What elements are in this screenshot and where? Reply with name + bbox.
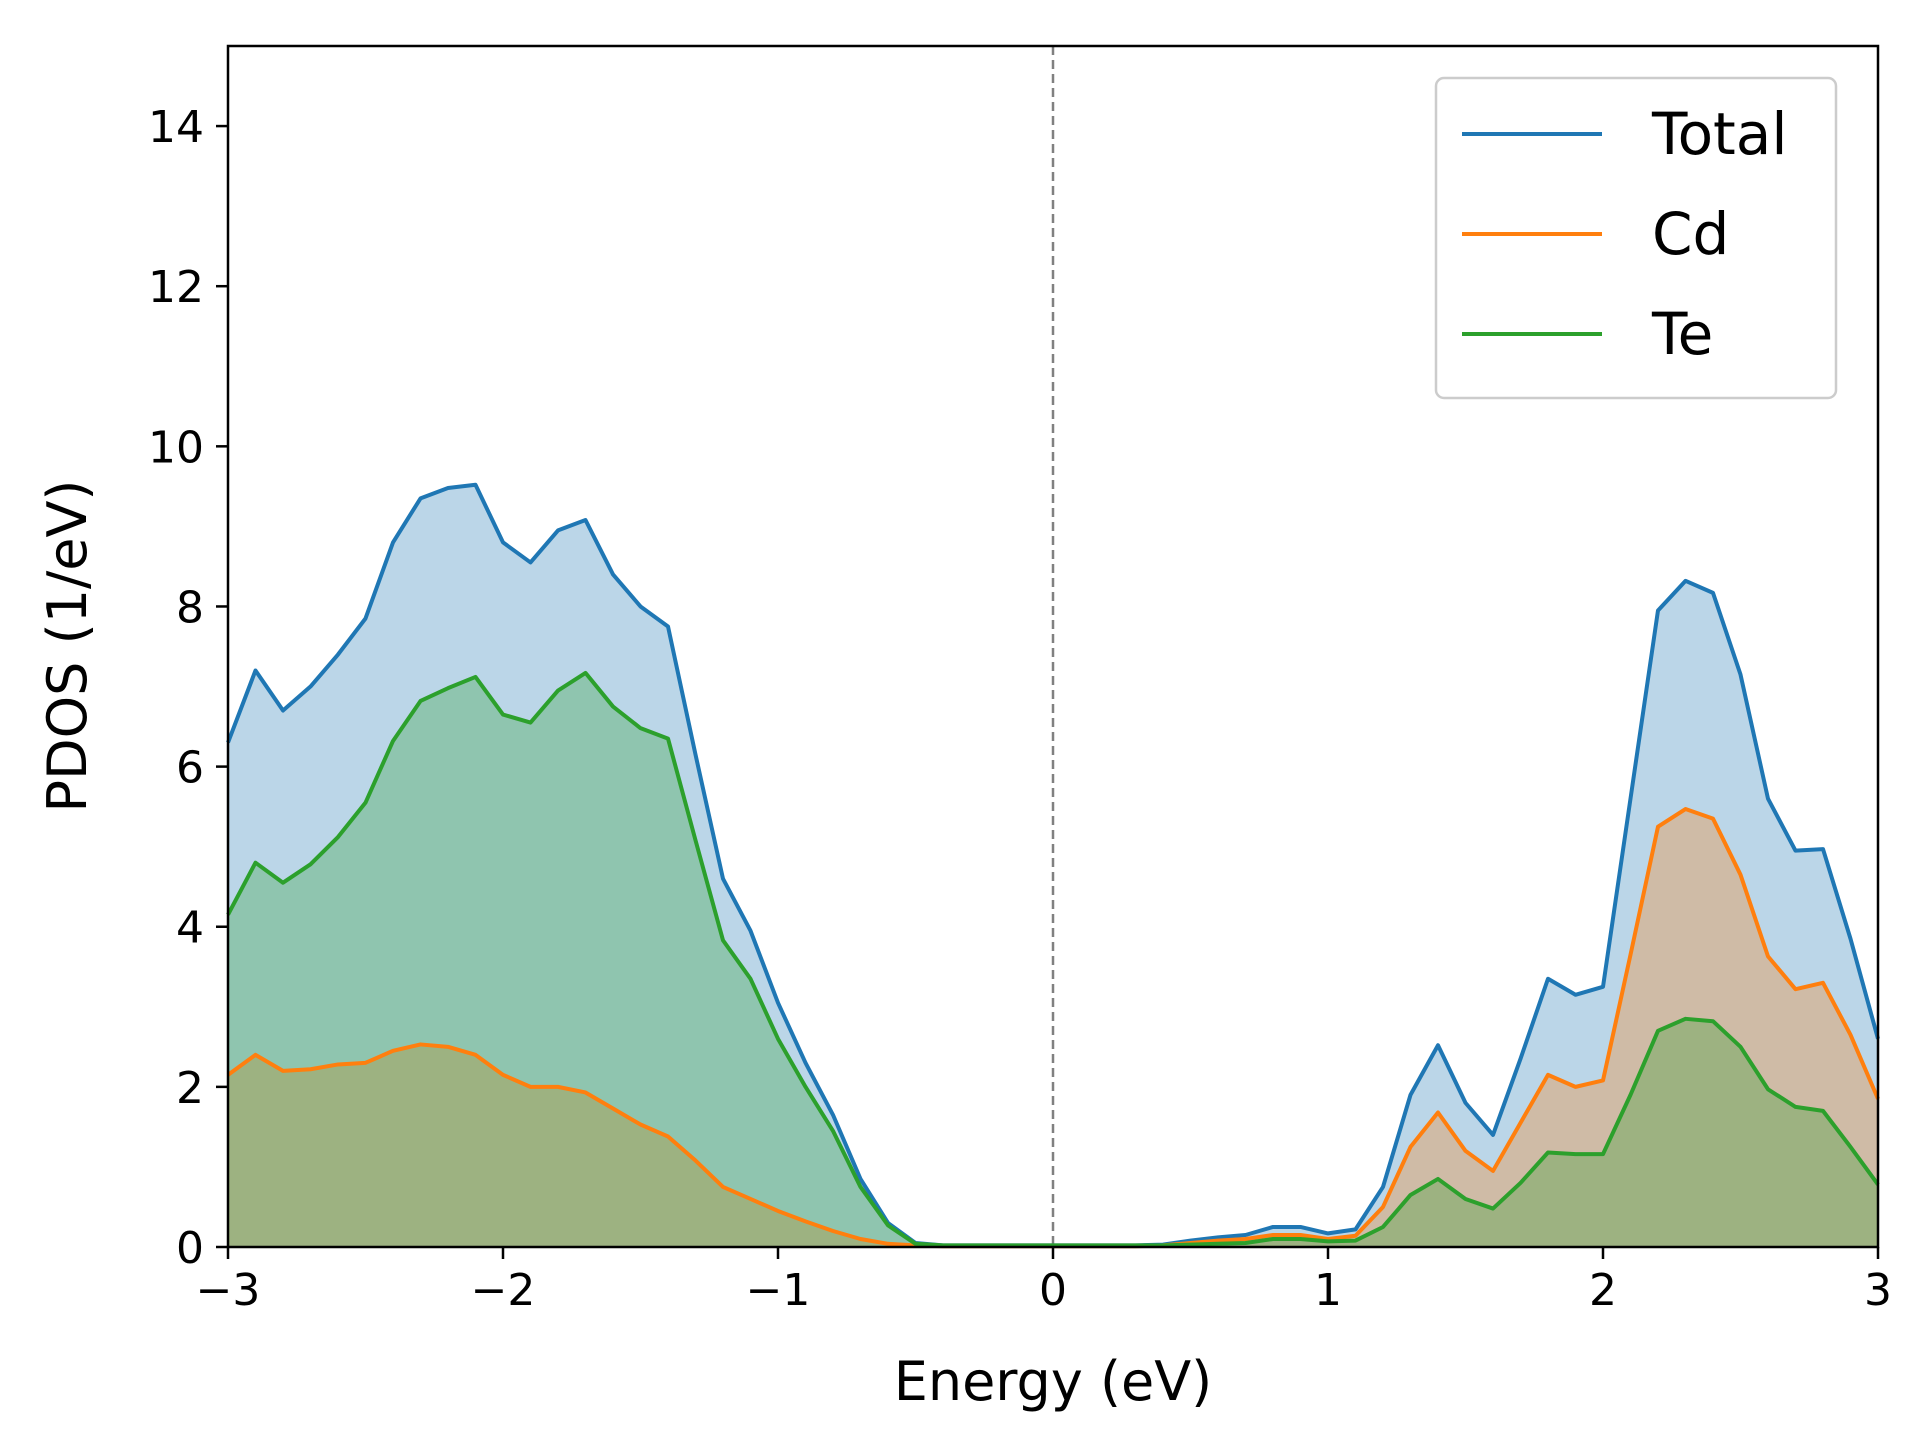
area-fill-te [228, 672, 1878, 1247]
y-tick-label: 2 [176, 1063, 204, 1114]
x-tick-label: 1 [1314, 1265, 1342, 1316]
series-line-te [226, 670, 1880, 1248]
legend-label-cd: Cd [1652, 200, 1729, 268]
legend-box [1434, 76, 1838, 400]
area-fill-cd [228, 809, 1878, 1247]
y-axis-label: PDOS (1/eV) [36, 480, 99, 813]
y-tick-label: 12 [148, 262, 204, 313]
x-tick-label: 3 [1864, 1265, 1892, 1316]
x-tick-label: −3 [196, 1265, 261, 1316]
y-tick-label: 4 [176, 903, 204, 954]
legend-label-total: Total [1651, 100, 1787, 168]
x-tick-label: 2 [1589, 1265, 1617, 1316]
legend: Total Cd Te [1434, 76, 1838, 400]
y-tick-label: 0 [176, 1223, 204, 1274]
legend-label-te: Te [1651, 300, 1713, 368]
x-axis-label: Energy (eV) [894, 1350, 1213, 1413]
y-tick-label: 8 [176, 582, 204, 633]
x-tick-label: −1 [746, 1265, 811, 1316]
y-tick-label: 10 [148, 422, 204, 473]
x-tick-label: −2 [471, 1265, 536, 1316]
x-tick-label: 0 [1039, 1265, 1067, 1316]
y-tick-label: 6 [176, 743, 204, 794]
area-fill-total [228, 484, 1878, 1247]
y-tick-label: 14 [148, 102, 204, 153]
